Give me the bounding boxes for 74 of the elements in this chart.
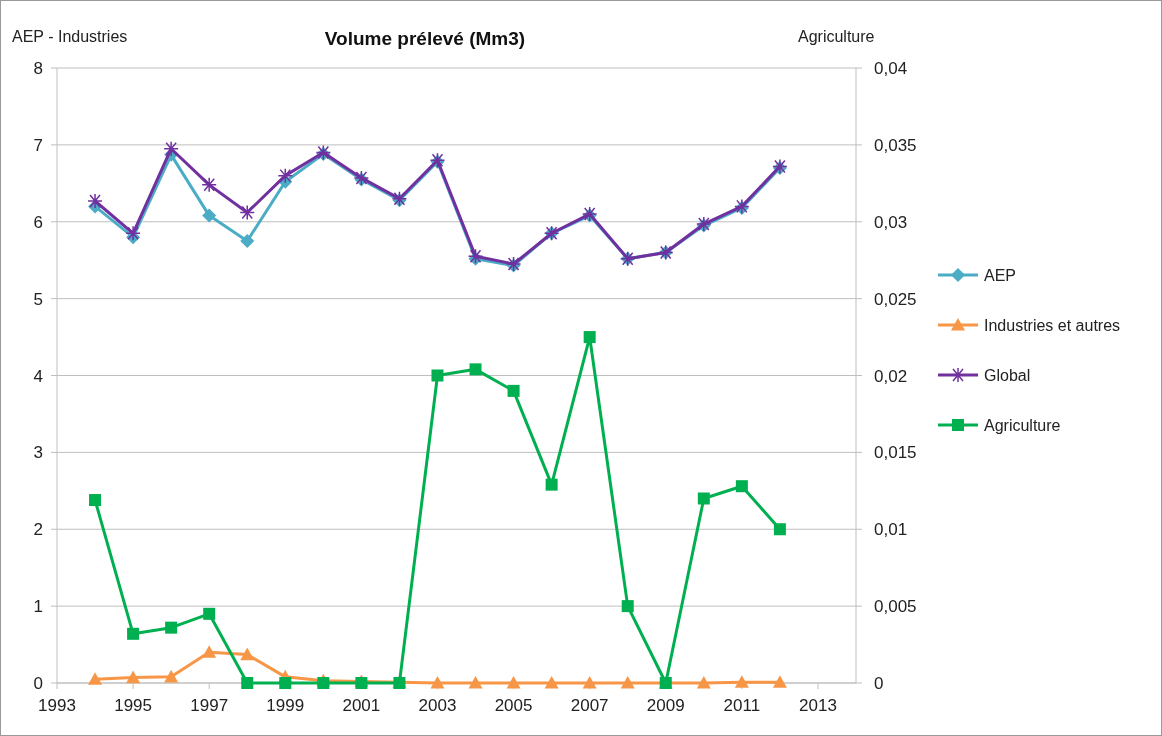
point xyxy=(165,621,178,634)
x-tick-label: 2005 xyxy=(494,696,533,715)
x-tick-label: 2009 xyxy=(646,696,685,715)
x-tick-label: 2011 xyxy=(723,696,761,715)
x-tick-label: 1997 xyxy=(190,696,229,715)
x-tick-label: 1999 xyxy=(266,696,305,715)
point xyxy=(127,627,140,640)
point xyxy=(506,676,521,689)
point xyxy=(430,676,445,689)
point xyxy=(277,167,294,184)
point xyxy=(202,208,217,223)
point xyxy=(544,676,559,689)
legend-label: AEP xyxy=(984,267,1017,284)
legend-label: Agriculture xyxy=(984,417,1061,434)
point xyxy=(279,677,292,689)
y-axis-title: AEP - Industries xyxy=(12,28,128,45)
point xyxy=(468,676,483,689)
point xyxy=(583,331,596,344)
point xyxy=(241,677,254,689)
point xyxy=(696,676,711,689)
point xyxy=(545,478,558,491)
y2-tick-label: 0,015 xyxy=(874,443,917,463)
point xyxy=(734,675,749,688)
point xyxy=(621,600,634,613)
point xyxy=(772,675,787,688)
y-tick-label: 8 xyxy=(33,59,43,78)
y-tick-label: 5 xyxy=(33,289,43,309)
point xyxy=(126,670,141,684)
point xyxy=(697,492,710,505)
y2-tick-label: 0,035 xyxy=(874,135,917,155)
chart-title: Volume prélevé (Mm3) xyxy=(324,28,526,49)
y2-tick-label: 0,04 xyxy=(874,59,908,78)
y2-tick-label: 0 xyxy=(874,674,884,693)
x-tick-label: 2003 xyxy=(418,696,457,715)
point xyxy=(203,607,216,620)
point xyxy=(469,363,482,376)
point xyxy=(87,193,103,209)
point xyxy=(735,480,748,493)
point xyxy=(582,676,597,689)
y-tick-label: 4 xyxy=(33,366,43,386)
x-tick-label: 1993 xyxy=(38,696,76,715)
x-tick-label: 2013 xyxy=(799,696,837,715)
legend-label: Global xyxy=(984,367,1031,384)
point xyxy=(89,494,102,507)
legend-label: Industries et autres xyxy=(984,317,1121,334)
point xyxy=(88,672,103,685)
point xyxy=(202,645,217,658)
x-tick-label: 2007 xyxy=(570,696,609,715)
y-tick-label: 1 xyxy=(33,597,43,617)
y2-tick-label: 0,01 xyxy=(874,520,908,540)
y-tick-label: 0 xyxy=(33,674,43,693)
point xyxy=(620,676,635,689)
point xyxy=(317,677,330,689)
point xyxy=(507,384,520,397)
y-tick-label: 6 xyxy=(33,212,43,232)
y-tick-label: 7 xyxy=(33,135,43,155)
y2-tick-label: 0,025 xyxy=(874,289,917,309)
y2-tick-label: 0,02 xyxy=(874,366,908,386)
y2-tick-label: 0,005 xyxy=(874,597,917,617)
y-tick-label: 2 xyxy=(33,520,43,540)
point xyxy=(431,369,444,382)
point xyxy=(240,647,255,661)
y2-axis-title: Agriculture xyxy=(798,28,875,45)
y2-tick-label: 0,03 xyxy=(874,212,908,232)
point xyxy=(239,204,255,221)
point xyxy=(163,140,179,157)
x-tick-label: 1995 xyxy=(114,696,153,715)
point xyxy=(240,233,255,248)
x-tick-label: 2001 xyxy=(342,696,381,715)
y-tick-label: 3 xyxy=(33,443,43,463)
point xyxy=(164,669,179,683)
point xyxy=(201,177,217,193)
point xyxy=(773,523,786,536)
point xyxy=(125,225,141,242)
